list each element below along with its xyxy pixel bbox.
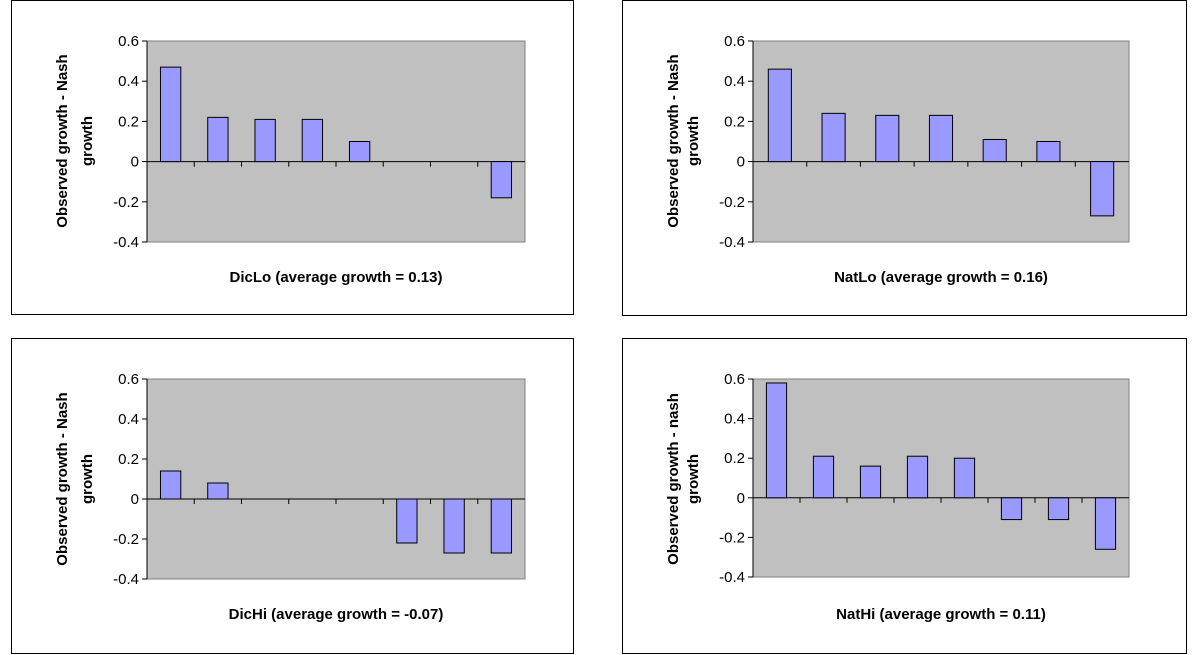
- chart-svg: 0.6 0.4 0.2 0 -0.2 -0.4 Observed growth - nash…: [665, 371, 1130, 623]
- bar: [254, 118, 276, 163]
- chart-panel-diclo: 0.6 0.4 0.2 0 -0.2 -0.4 Observed growth - Nash…: [11, 0, 574, 315]
- bar: [1000, 497, 1023, 521]
- bar: [159, 66, 182, 163]
- chart-svg: 0.6 0.4 0.2 0 -0.2 -0.4 Observed growth - Nash…: [54, 33, 526, 286]
- bar: [1047, 497, 1070, 521]
- y-tick-label: 0.6: [118, 371, 139, 388]
- y-tick-label: -0.2: [719, 529, 745, 546]
- y-axis-label: Observed growth - Nash: [665, 54, 682, 227]
- y-tick-label: 0.2: [724, 450, 745, 467]
- bar: [396, 498, 418, 544]
- plot-area: [146, 40, 526, 243]
- y-tick-label: 0.6: [724, 371, 745, 388]
- bar: [875, 114, 900, 163]
- x-axis-label: NatHi (average growth = 0.11): [836, 606, 1046, 623]
- y-tick-label: -0.4: [719, 569, 745, 586]
- x-axis-label: DicHi (average growth = -0.07): [229, 606, 444, 623]
- chart-panel-nathi: 0.6 0.4 0.2 0 -0.2 -0.4 Observed growth - nash…: [622, 338, 1187, 654]
- bar: [859, 465, 882, 499]
- y-tick-label: 0.2: [118, 113, 139, 130]
- y-tick-label: 0.2: [118, 451, 139, 468]
- bar: [348, 141, 371, 163]
- y-axis-label: Observed growth - nash: [665, 393, 682, 565]
- y-tick-label: 0: [737, 490, 745, 507]
- bar: [928, 114, 954, 163]
- y-tick-label: -0.2: [113, 194, 139, 211]
- bar: [812, 455, 835, 499]
- y-tick-label: 0.6: [724, 33, 745, 50]
- y-tick-label: 0.4: [724, 73, 745, 90]
- y-tick-label: 0.4: [118, 411, 139, 428]
- y-tick-label: 0.6: [118, 33, 139, 50]
- y-tick-label: -0.2: [113, 531, 139, 548]
- bar: [1090, 161, 1115, 217]
- bar: [301, 118, 324, 163]
- y-axis-label: growth: [685, 454, 702, 504]
- plot-area: [752, 378, 1130, 578]
- bar: [821, 112, 846, 163]
- chart-svg: 0.6 0.4 0.2 0 -0.2 -0.4 Observed growth - Nash…: [665, 33, 1130, 286]
- bar: [490, 498, 513, 554]
- y-tick-label: 0: [131, 154, 139, 171]
- chart-panel-dichi: 0.6 0.4 0.2 0 -0.2 -0.4 Observed growth - Nash…: [11, 338, 574, 654]
- x-axis-label: NatLo (average growth = 0.16): [834, 269, 1048, 286]
- y-axis-label: growth: [79, 454, 96, 504]
- bar: [159, 470, 182, 500]
- bar: [207, 116, 229, 163]
- bar: [207, 482, 229, 500]
- y-axis-label: Observed growth - Nash: [54, 392, 71, 565]
- y-tick-label: 0: [737, 154, 745, 171]
- chart-panel-natlo: 0.6 0.4 0.2 0 -0.2 -0.4 Observed growth - Nash…: [622, 0, 1187, 316]
- y-axis-label: Observed growth - Nash: [54, 54, 71, 227]
- x-axis-label: DicLo (average growth = 0.13): [230, 269, 443, 286]
- bar: [765, 382, 788, 499]
- y-tick-label: 0.4: [724, 411, 745, 428]
- y-tick-label: -0.4: [113, 234, 139, 251]
- y-tick-label: 0.2: [724, 113, 745, 130]
- y-axis-label: growth: [685, 116, 702, 166]
- plot-area: [146, 378, 526, 580]
- bar: [443, 498, 465, 554]
- y-axis-label: growth: [79, 116, 96, 166]
- bar: [982, 138, 1007, 163]
- y-tick-label: 0: [131, 491, 139, 508]
- y-tick-label: -0.4: [113, 571, 139, 588]
- bar: [1036, 141, 1061, 163]
- bar: [906, 455, 929, 499]
- bar: [767, 68, 792, 163]
- bar: [490, 161, 513, 199]
- bar: [1094, 497, 1117, 550]
- y-tick-label: 0.4: [118, 73, 139, 90]
- y-tick-label: -0.4: [719, 234, 745, 251]
- bar: [953, 457, 976, 499]
- y-tick-label: -0.2: [719, 194, 745, 211]
- chart-svg: 0.6 0.4 0.2 0 -0.2 -0.4 Observed growth - Nash…: [54, 371, 526, 623]
